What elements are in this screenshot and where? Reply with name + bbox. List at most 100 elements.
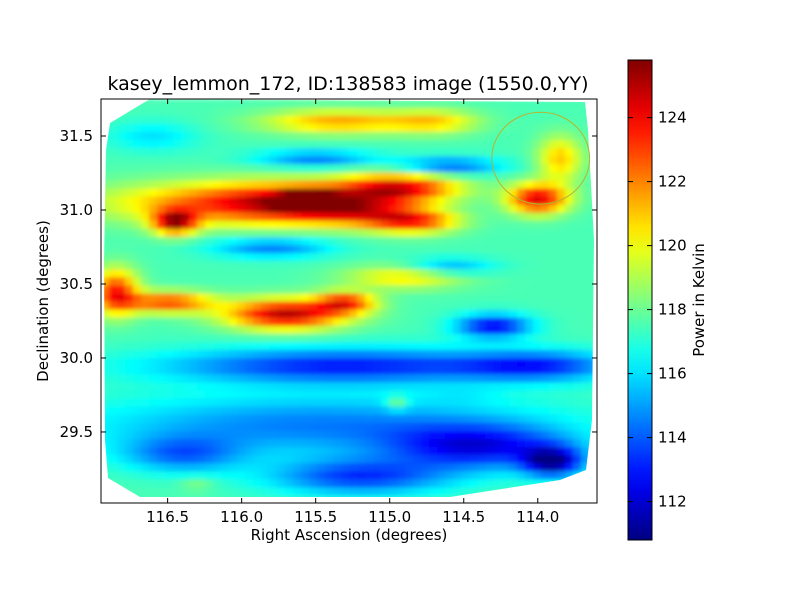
heatmap-cell [365, 204, 374, 213]
heatmap-cell [557, 414, 566, 423]
heatmap-cell [581, 115, 590, 124]
heatmap-cell [141, 244, 150, 253]
heatmap-cell [285, 180, 294, 189]
heatmap-cell [413, 244, 422, 253]
heatmap-cell [309, 220, 318, 229]
heatmap-cell [565, 253, 574, 262]
heatmap-cell [517, 495, 526, 504]
heatmap-cell [213, 285, 222, 294]
heatmap-cell [229, 463, 238, 472]
heatmap-cell [109, 147, 118, 156]
heatmap-cell [149, 495, 158, 504]
heatmap-cell [181, 325, 190, 334]
heatmap-cell [477, 253, 486, 262]
heatmap-cell [189, 147, 198, 156]
heatmap-cell [429, 147, 438, 156]
heatmap-cell [157, 325, 166, 334]
heatmap-cell [573, 156, 582, 165]
heatmap-cell [309, 131, 318, 140]
heatmap-cell [149, 366, 158, 375]
heatmap-cell [397, 390, 406, 399]
heatmap-cell [445, 164, 454, 173]
heatmap-cell [229, 277, 238, 286]
heatmap-cell [565, 277, 574, 286]
heatmap-cell [389, 253, 398, 262]
heatmap-cell [173, 455, 182, 464]
heatmap-cell [485, 180, 494, 189]
heatmap-cell [125, 172, 134, 181]
heatmap-cell [429, 455, 438, 464]
heatmap-cell [453, 99, 462, 108]
heatmap-cell [341, 446, 350, 455]
heatmap-cell [181, 471, 190, 480]
heatmap-cell [485, 99, 494, 108]
heatmap-cell [349, 285, 358, 294]
heatmap-cell [141, 115, 150, 124]
heatmap-cell [357, 196, 366, 205]
heatmap-cell [485, 301, 494, 310]
heatmap-cell [501, 301, 510, 310]
heatmap-cell [333, 487, 342, 496]
heatmap-cell [589, 220, 598, 229]
heatmap-cell [381, 123, 390, 132]
heatmap-cell [437, 309, 446, 318]
heatmap-cell [397, 374, 406, 383]
heatmap-cell [541, 115, 550, 124]
heatmap-cell [149, 228, 158, 237]
heatmap-cell [573, 374, 582, 383]
heatmap-cell [437, 463, 446, 472]
heatmap-cell [557, 236, 566, 245]
heatmap-cell [277, 244, 286, 253]
heatmap-cell [541, 277, 550, 286]
heatmap-cell [445, 455, 454, 464]
heatmap-cell [221, 325, 230, 334]
heatmap-cell [381, 204, 390, 213]
heatmap-cell [269, 196, 278, 205]
heatmap-cell [333, 382, 342, 391]
heatmap-cell [373, 139, 382, 148]
heatmap-cell [285, 446, 294, 455]
heatmap-cell [477, 261, 486, 270]
heatmap-cell [261, 253, 270, 262]
heatmap-cell [349, 107, 358, 116]
heatmap-cell [373, 212, 382, 221]
heatmap-cell [469, 487, 478, 496]
heatmap-cell [469, 107, 478, 116]
heatmap-cell [365, 285, 374, 294]
heatmap-cell [357, 325, 366, 334]
heatmap-cell [213, 349, 222, 358]
heatmap-cell [325, 341, 334, 350]
heatmap-cell [173, 398, 182, 407]
heatmap-cell [533, 212, 542, 221]
heatmap-cell [397, 285, 406, 294]
colorbar-tick-label: 120 [658, 237, 687, 255]
heatmap-cell [101, 115, 110, 124]
heatmap-cell [333, 244, 342, 253]
heatmap-cell [117, 438, 126, 447]
heatmap-cell [173, 349, 182, 358]
heatmap-cell [149, 487, 158, 496]
heatmap-cell [437, 374, 446, 383]
heatmap-cell [189, 471, 198, 480]
heatmap-cell [301, 164, 310, 173]
heatmap-cell [253, 212, 262, 221]
heatmap-cell [565, 285, 574, 294]
heatmap-cell [389, 293, 398, 302]
heatmap-cell [373, 382, 382, 391]
heatmap-cell [165, 438, 174, 447]
heatmap-cell [493, 253, 502, 262]
heatmap-cell [509, 147, 518, 156]
heatmap-cell [413, 487, 422, 496]
heatmap-cell [381, 139, 390, 148]
heatmap-cell [101, 422, 110, 431]
heatmap-cell [525, 253, 534, 262]
heatmap-cell [213, 455, 222, 464]
heatmap-cell [125, 99, 134, 108]
heatmap-cell [437, 382, 446, 391]
heatmap-cell [469, 253, 478, 262]
heatmap-cell [349, 325, 358, 334]
heatmap-cell [581, 406, 590, 415]
heatmap-cell [445, 366, 454, 375]
heatmap-cell [125, 212, 134, 221]
heatmap-cell [309, 463, 318, 472]
